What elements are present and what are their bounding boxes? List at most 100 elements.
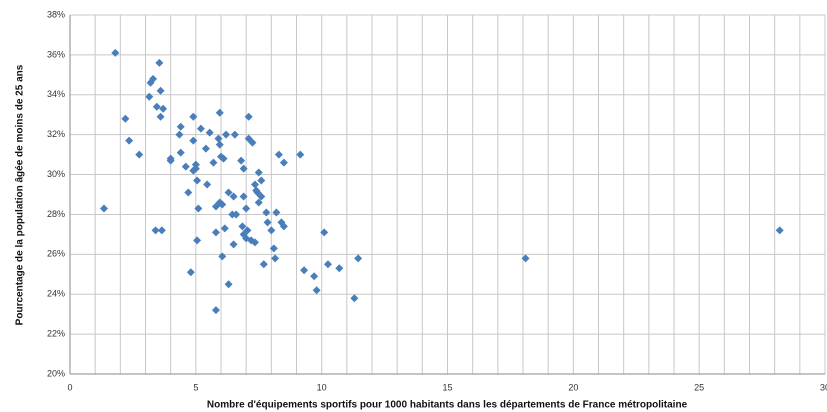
point [121, 114, 130, 123]
point [250, 180, 259, 189]
point [269, 244, 278, 253]
y-tick-label: 24% [47, 289, 65, 299]
point [215, 140, 224, 149]
point [201, 144, 210, 153]
point [267, 226, 276, 235]
point [279, 222, 288, 231]
y-tick-label: 20% [47, 368, 65, 378]
point [250, 238, 259, 247]
point [254, 168, 263, 177]
point [175, 130, 184, 139]
point [156, 86, 165, 95]
y-tick-label: 28% [47, 209, 65, 219]
point [263, 218, 272, 227]
x-tick-label: 20 [568, 382, 578, 392]
y-tick-label: 30% [47, 169, 65, 179]
point [272, 208, 281, 217]
point [224, 188, 233, 197]
y-axis-title: Pourcentage de la population âgée de moi… [15, 64, 26, 325]
point [159, 104, 168, 113]
point [211, 228, 220, 237]
point [259, 260, 268, 269]
point [214, 134, 223, 143]
point [193, 236, 202, 245]
point [145, 92, 154, 101]
point [191, 164, 200, 173]
point [125, 136, 134, 145]
y-tick-label: 36% [47, 49, 65, 59]
point [194, 204, 203, 213]
y-tick-label: 32% [47, 129, 65, 139]
point [271, 254, 280, 263]
y-tick-label: 26% [47, 249, 65, 259]
point [224, 280, 233, 289]
x-axis-title: Nombre d'équipements sportifs pour 1000 … [207, 400, 688, 411]
point [312, 286, 321, 295]
point [189, 112, 198, 121]
point [220, 224, 229, 233]
point [149, 74, 158, 83]
point [203, 180, 212, 189]
point [244, 112, 253, 121]
point [323, 260, 332, 269]
point [215, 108, 224, 117]
point [176, 122, 185, 131]
x-tick-label: 15 [442, 382, 452, 392]
point [310, 272, 319, 281]
point [262, 208, 271, 217]
point [300, 266, 309, 275]
point [238, 222, 247, 231]
x-tick-label: 5 [193, 382, 198, 392]
point [155, 58, 164, 67]
point [219, 154, 228, 163]
point [193, 176, 202, 185]
point [237, 156, 246, 165]
point [242, 204, 251, 213]
point [243, 226, 252, 235]
x-tick-label: 0 [67, 382, 72, 392]
point [157, 226, 166, 235]
point [184, 188, 193, 197]
point [296, 150, 305, 159]
y-tick-label: 22% [47, 328, 65, 338]
point [196, 124, 205, 133]
point [152, 102, 161, 111]
x-tick-label: 25 [694, 382, 704, 392]
point [257, 176, 266, 185]
point [230, 130, 239, 139]
point [176, 148, 185, 157]
point [189, 136, 198, 145]
point [254, 198, 263, 207]
y-tick-label: 38% [47, 9, 65, 19]
point [111, 48, 120, 57]
point [257, 192, 266, 201]
point [320, 228, 329, 237]
point [274, 150, 283, 159]
point [335, 264, 344, 273]
point [218, 252, 227, 261]
point [209, 158, 218, 167]
point [239, 192, 248, 201]
point [156, 112, 165, 121]
point [248, 138, 257, 147]
point [205, 128, 214, 137]
point [232, 210, 241, 219]
point [218, 200, 227, 209]
point [222, 130, 231, 139]
point [229, 192, 238, 201]
point [135, 150, 144, 159]
point [166, 156, 175, 165]
point [151, 226, 160, 235]
point [186, 268, 195, 277]
point [229, 240, 238, 249]
point [521, 254, 530, 263]
point [350, 294, 359, 303]
point [99, 204, 108, 213]
point [775, 226, 784, 235]
y-tick-label: 34% [47, 89, 65, 99]
point [239, 164, 248, 173]
point [279, 158, 288, 167]
x-tick-label: 30 [820, 382, 827, 392]
point [211, 306, 220, 315]
